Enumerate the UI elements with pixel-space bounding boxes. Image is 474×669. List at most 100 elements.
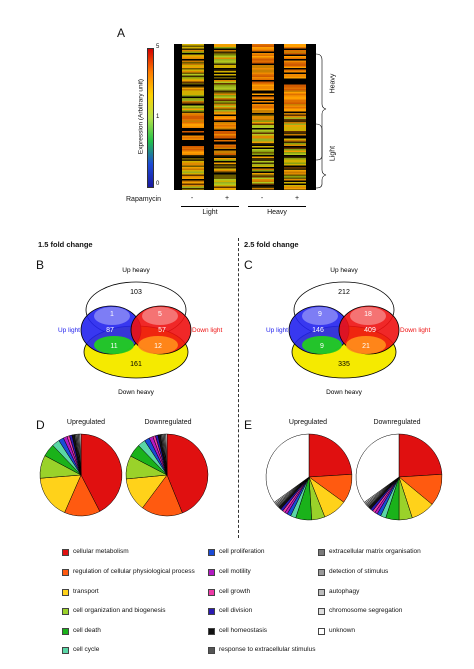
heatmap-stripe: [182, 149, 204, 151]
heatmap-stripe: [284, 119, 306, 121]
heatmap-stripe: [252, 176, 274, 178]
heatmap-stripe: [284, 78, 306, 81]
heatmap-stripe: [284, 95, 306, 97]
heatmap-stripe: [214, 182, 236, 184]
heatmap-stripe: [214, 167, 236, 169]
heatmap-stripe: [252, 95, 274, 97]
heatmap-stripe: [284, 74, 306, 76]
heatmap-stripe: [284, 129, 306, 132]
heatmap-stripe: [214, 137, 236, 139]
venn-label-up-light: Up light: [58, 327, 80, 334]
heatmap-stripe: [284, 162, 306, 165]
heatmap-stripe: [214, 180, 236, 183]
legend-swatch: [208, 628, 215, 635]
heatmap-stripe: [182, 96, 204, 99]
legend-swatch: [318, 569, 325, 576]
heatmap-stripe: [214, 170, 236, 172]
heatmap-stripe: [214, 143, 236, 145]
heatmap-stripe: [182, 83, 204, 85]
venn-overlap-ul-uh: [94, 307, 130, 325]
heatmap-stripe: [252, 125, 274, 127]
legend-item: cell organization and biogenesis: [62, 607, 202, 615]
heatmap-stripe: [182, 108, 204, 111]
heatmap-stripe: [182, 146, 204, 148]
panel-letter-a: A: [117, 26, 126, 40]
heatmap-stripe: [252, 90, 274, 93]
heatmap-stripe: [284, 80, 306, 82]
venn-b: Up heavy Up light Down light Down heavy 103 1…: [58, 267, 223, 396]
heatmap-stripe: [252, 131, 274, 133]
heatmap-stripe: [252, 147, 274, 150]
panel-letter-b: B: [36, 258, 45, 272]
heatmap-stripe: [252, 183, 274, 186]
heatmap-stripe: [284, 57, 306, 60]
panel-letter-d: D: [36, 418, 45, 432]
heatmap-stripe: [182, 159, 204, 162]
venn-count-dl-dh: 21: [362, 343, 370, 350]
heatmap-stripe: [252, 155, 274, 157]
heatmap-stripe: [214, 83, 236, 85]
legend-label: cell death: [73, 627, 101, 634]
heatmap-stripe: [182, 90, 204, 93]
heatmap-stripe: [182, 131, 204, 133]
heatmap-stripe: [252, 65, 274, 67]
heatmap-stripe: [284, 164, 306, 166]
heatmap-stripe: [252, 86, 274, 88]
heatmap-stripe: [214, 162, 236, 165]
heatmap-stripe: [214, 44, 236, 46]
heatmap-stripe: [284, 68, 306, 70]
legend-swatch: [62, 569, 69, 576]
venn-label-up-heavy: Up heavy: [330, 267, 358, 274]
heatmap-stripe: [182, 95, 204, 97]
bracket-heavy: [315, 53, 327, 161]
heatmap-stripe: [182, 141, 204, 144]
heatmap-stripe: [252, 44, 274, 46]
heatmap-stripe: [284, 165, 306, 168]
heatmap-stripe: [284, 72, 306, 75]
pie-d-downregulated: [125, 433, 209, 517]
heatmap-stripe: [284, 138, 306, 141]
heatmap-stripe: [252, 111, 274, 114]
heatmap-stripe: [182, 111, 204, 114]
heatmap-stripe: [252, 110, 274, 112]
heatmap-stripe: [182, 104, 204, 106]
pie-slice-chromosome-segregation: [165, 433, 168, 476]
heatmap-stripe: [182, 185, 204, 187]
heatmap-stripe: [182, 69, 204, 72]
heatmap-stripe: [284, 75, 306, 78]
heatmap-stripe: [284, 56, 306, 58]
heatmap-stripe: [214, 155, 236, 157]
heatmap-stripe: [214, 174, 236, 177]
section-divider: [238, 238, 239, 538]
heatmap-stripe: [252, 129, 274, 132]
heatmap-stripe: [182, 102, 204, 105]
heatmap-stripe: [214, 159, 236, 162]
heatmap-stripe: [214, 50, 236, 52]
legend-label: cell homeostasis: [219, 627, 268, 634]
venn-count-up-heavy: 212: [338, 289, 350, 296]
heatmap-stripe: [252, 182, 274, 184]
heatmap-stripe: [214, 80, 236, 82]
colorbar-tick-mid: 1: [156, 114, 160, 120]
venn-count-dl-uh: 18: [364, 311, 372, 318]
heatmap-stripe: [284, 93, 306, 96]
heatmap-stripe: [252, 53, 274, 55]
heatmap-stripe: [182, 57, 204, 60]
heatmap-stripe: [284, 104, 306, 106]
panel-letter-c: C: [244, 258, 253, 272]
heatmap-stripe: [284, 144, 306, 147]
venn-count-up-heavy: 103: [130, 289, 142, 296]
heatmap-stripe: [284, 152, 306, 154]
heatmap-stripe: [252, 134, 274, 136]
heatmap-stripe: [252, 51, 274, 54]
heatmap-stripe: [252, 89, 274, 91]
heatmap-stripe: [214, 62, 236, 64]
heatmap-stripe: [284, 69, 306, 72]
heatmap-stripe: [182, 137, 204, 139]
heatmap-stripe: [182, 98, 204, 100]
heatmap-stripe: [214, 75, 236, 78]
heatmap-stripe: [214, 114, 236, 117]
heatmap-stripe: [252, 143, 274, 145]
heatmap-stripe: [214, 171, 236, 174]
pie-e-title-up: Upregulated: [288, 419, 328, 426]
